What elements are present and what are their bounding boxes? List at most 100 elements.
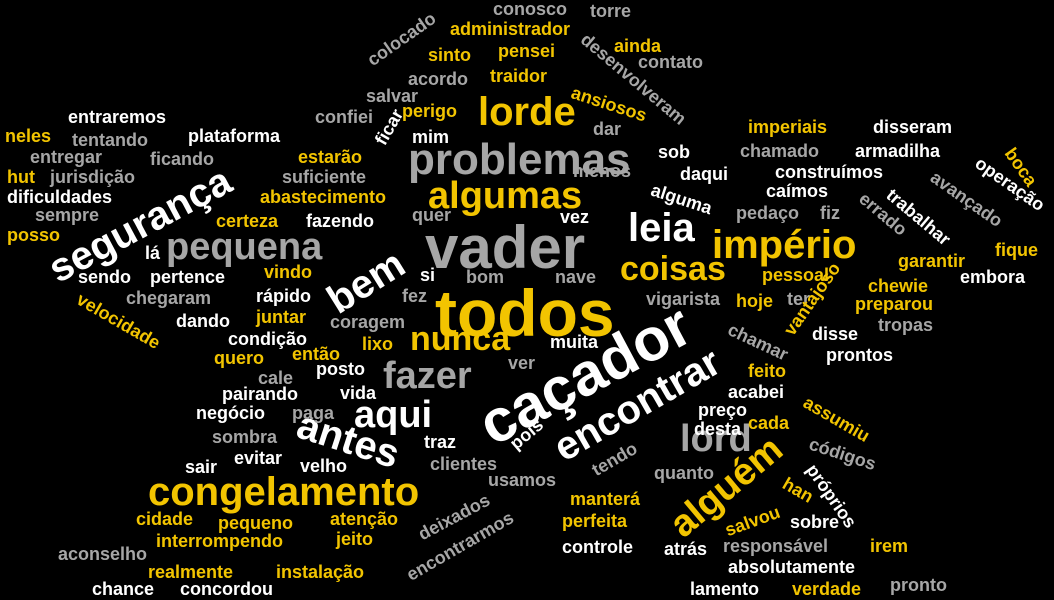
word-administrador: administrador (450, 19, 571, 39)
word-leia: leia (628, 206, 695, 250)
word-perigo: perigo (402, 101, 458, 121)
word-nave: nave (555, 267, 597, 287)
word-cada: cada (748, 413, 790, 433)
word-atencao: atenção (330, 509, 399, 529)
word-dando: dando (176, 311, 230, 331)
word-jeito: jeito (336, 529, 374, 549)
word-acabei: acabei (728, 382, 785, 402)
word-perfeita: perfeita (562, 511, 628, 531)
word-aqui: aqui (354, 394, 433, 436)
word-fazer: fazer (383, 355, 472, 397)
word-todos: todos (435, 276, 615, 350)
word-clientes: clientes (430, 454, 498, 474)
word-imperiais: imperiais (748, 117, 828, 137)
word-sobre: sobre (790, 512, 840, 532)
word-irem: irem (870, 536, 909, 556)
word-algumas: algumas (428, 175, 583, 217)
word-instalacao: instalação (276, 562, 365, 582)
word-preco: preço (698, 400, 748, 420)
word-absolutamente: absolutamente (728, 557, 856, 577)
word-feito: feito (748, 361, 786, 381)
word-disseram: disseram (873, 117, 953, 137)
word-atras: atrás (664, 539, 708, 559)
word-tropas: tropas (878, 315, 934, 335)
word-verdade: verdade (792, 579, 862, 599)
word-bem: bem (319, 241, 413, 323)
word-prontos: prontos (826, 345, 893, 365)
word-confiei: confiei (315, 107, 374, 127)
word-disse: disse (812, 324, 859, 344)
word-vez: vez (560, 207, 590, 227)
word-vader: vader (425, 214, 586, 281)
word-pertence: pertence (150, 267, 226, 287)
word-evitar: evitar (234, 448, 283, 468)
word-sair: sair (185, 457, 218, 477)
word-problemas: problemas (408, 135, 631, 184)
word-abastecimento: abastecimento (260, 187, 387, 207)
word-caimos: caímos (766, 181, 829, 201)
word-certeza: certeza (216, 211, 279, 231)
word-contato: contato (638, 52, 703, 72)
word-realmente: realmente (148, 562, 234, 582)
word-pequena: pequena (166, 226, 323, 268)
word-fez: fez (402, 286, 428, 306)
word-dificuldades: dificuldades (7, 187, 113, 207)
word-daqui: daqui (680, 164, 728, 184)
word-pessoal: pessoal (762, 265, 830, 285)
word-sempre: sempre (35, 205, 100, 225)
word-chewie: chewie (868, 276, 929, 296)
word-desta: desta (694, 419, 742, 439)
word-construimos: construímos (775, 162, 884, 182)
word-sob: sob (658, 142, 691, 162)
word-pedaco: pedaço (736, 203, 800, 223)
word-armadilha: armadilha (855, 141, 941, 161)
word-lorde: lorde (478, 90, 576, 134)
word-hut: hut (7, 167, 35, 187)
word-coisas: coisas (620, 250, 726, 288)
word-garantir: garantir (898, 251, 966, 271)
word-pairando: pairando (222, 384, 299, 404)
word-fique: fique (995, 240, 1038, 260)
word-menos: menos (573, 161, 632, 181)
word-coragem: coragem (330, 312, 406, 332)
word-torre: torre (590, 1, 632, 21)
word-pequeno: pequeno (218, 513, 293, 533)
word-traidor: traidor (490, 66, 548, 86)
word-nunca: nunca (410, 320, 511, 358)
word-congelamento: congelamento (148, 470, 420, 514)
word-la: lá (145, 243, 161, 263)
word-aconselho: aconselho (58, 544, 148, 564)
word-rapido: rápido (256, 286, 312, 306)
word-chance: chance (92, 579, 155, 599)
word-dar: dar (593, 119, 622, 139)
word-quero: quero (214, 348, 265, 368)
word-condicao: condição (228, 329, 308, 349)
word-embora: embora (960, 267, 1026, 287)
word-entao: então (292, 344, 341, 364)
word-sendo: sendo (78, 267, 132, 287)
word-chegaram: chegaram (126, 288, 212, 308)
word-ainda: ainda (614, 36, 662, 56)
word-pensei: pensei (498, 41, 556, 61)
word-vida: vida (340, 383, 377, 403)
word-cale: cale (258, 368, 294, 388)
word-suficiente: suficiente (282, 167, 367, 187)
word-neles: neles (5, 126, 52, 146)
word-negocio: negócio (196, 403, 266, 423)
word-entraremos: entraremos (68, 107, 167, 127)
word-ficar: ficar (370, 105, 408, 149)
word-mantera: manterá (570, 489, 641, 509)
word-pronto: pronto (890, 575, 947, 595)
word-concordou: concordou (180, 579, 273, 599)
word-tentando: tentando (72, 130, 148, 150)
word-vindo: vindo (264, 262, 312, 282)
word-plataforma: plataforma (188, 126, 281, 146)
word-juntar: juntar (256, 307, 307, 327)
word-ver: ver (508, 353, 536, 373)
word-estarao: estarão (298, 147, 363, 167)
word-responsavel: responsável (723, 536, 829, 556)
word-acordo: acordo (408, 69, 469, 89)
word-posto: posto (316, 359, 365, 379)
word-controle: controle (562, 537, 634, 557)
